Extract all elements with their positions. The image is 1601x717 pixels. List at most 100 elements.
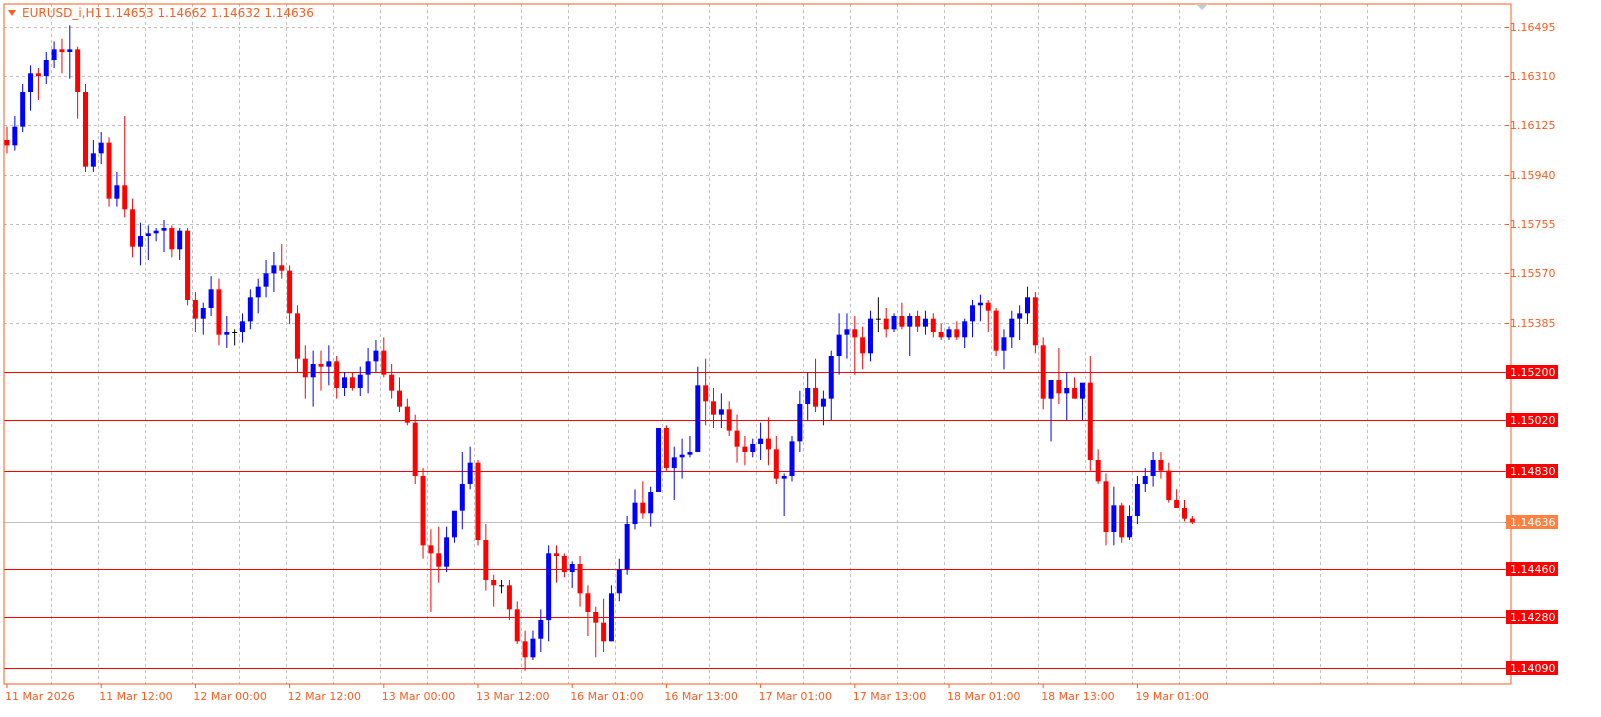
candle-body (224, 332, 230, 335)
candle-body (255, 286, 261, 298)
candle-body (656, 428, 662, 492)
candle-body (711, 401, 716, 415)
candle-body (349, 377, 355, 388)
candle-body (663, 428, 669, 468)
price-tick-label: 1.15020 (1510, 414, 1556, 427)
candles (4, 25, 1195, 671)
candle-body (397, 390, 402, 407)
candle-body (420, 476, 426, 546)
candle-body (185, 230, 191, 300)
time-tick-label: 18 Mar 13:00 (1041, 690, 1114, 703)
candle-body (483, 540, 489, 580)
candle-body (616, 569, 622, 594)
chart-header: EURUSD_i,H1 1.14653 1.14662 1.14632 1.14… (8, 6, 314, 20)
candle-body (326, 361, 332, 367)
level-price-tag (1506, 413, 1558, 427)
candle-body (302, 358, 308, 378)
candle-body (773, 449, 779, 479)
plot-frame (3, 3, 1512, 685)
level-price-tag (1506, 464, 1558, 478)
candle-body (1182, 508, 1187, 519)
candle-body (805, 388, 811, 404)
candle-body (240, 321, 245, 332)
candle-body (1127, 516, 1133, 538)
candle-body (247, 297, 253, 322)
chart-shift-marker-icon[interactable] (1196, 4, 1208, 10)
candle-body (546, 553, 552, 620)
candle-body (1150, 460, 1156, 476)
candle-body (687, 452, 693, 455)
candle-body (1017, 313, 1023, 319)
candle-body (852, 329, 858, 338)
candle-body (1025, 297, 1030, 314)
candle-body (1134, 484, 1140, 516)
candle-body (648, 492, 654, 514)
candle-body (632, 502, 638, 524)
candle-body (114, 185, 120, 199)
candle-body (381, 350, 387, 375)
price-tick-label: 1.15570 (1510, 267, 1556, 280)
candle-body (1064, 388, 1070, 394)
candle-body (781, 476, 787, 479)
current-price-tag (1506, 515, 1558, 529)
candle-body (946, 329, 952, 338)
candle-body (938, 332, 944, 338)
candle-body (51, 49, 57, 60)
symbol-label: EURUSD_i,H1 (22, 6, 102, 20)
candle-body (20, 92, 26, 127)
candle-body (985, 302, 991, 311)
candle-body (43, 60, 49, 76)
candle-body (436, 553, 442, 567)
candle-body (232, 332, 238, 333)
time-tick-label: 12 Mar 00:00 (193, 690, 266, 703)
candle-body (122, 185, 128, 210)
time-tick-label: 13 Mar 00:00 (382, 690, 455, 703)
candle-body (192, 300, 198, 319)
price-tick-label: 1.15755 (1510, 218, 1556, 231)
candle-body (789, 441, 795, 476)
candle-body (836, 334, 842, 356)
horizontal-levels (4, 372, 1505, 669)
candle-body (137, 236, 143, 247)
candle-body (1142, 476, 1148, 484)
candle-body (1072, 388, 1078, 399)
candle-body (1111, 505, 1117, 532)
candle-body (813, 388, 819, 407)
candle-body (4, 140, 10, 146)
candle-body (624, 524, 630, 570)
candle-body (608, 593, 614, 642)
time-tick-label: 17 Mar 01:00 (759, 690, 832, 703)
candle-body (671, 457, 677, 468)
candle-body (145, 233, 151, 236)
candle-body (554, 553, 559, 556)
candle-body (922, 318, 928, 327)
price-tick-label: 1.16495 (1510, 21, 1556, 34)
candle-body (577, 564, 583, 594)
time-tick-label: 19 Mar 01:00 (1135, 690, 1208, 703)
dropdown-triangle-icon[interactable] (8, 10, 16, 16)
candle-body (954, 329, 960, 338)
candle-body (106, 142, 112, 199)
level-price-tag (1506, 661, 1558, 675)
candle-body (90, 153, 96, 167)
price-axis[interactable]: 1.16495 1.16310 1.16125 1.15940 1.15755 1.155… (1505, 21, 1558, 675)
candle-body (907, 316, 913, 327)
price-tick-label: 1.15200 (1510, 366, 1556, 379)
candle-body (334, 361, 340, 388)
candle-body (1001, 337, 1007, 351)
candle-body (1009, 318, 1015, 338)
time-axis[interactable]: 11 Mar 2026 11 Mar 12:00 12 Mar 00:00 12 Ma… (5, 684, 1209, 703)
candle-body (1158, 460, 1164, 471)
candle-body (444, 537, 450, 567)
candle-body (538, 620, 544, 639)
candle-body (342, 377, 348, 388)
price-tick-label: 1.14090 (1510, 662, 1556, 675)
candle-body (758, 438, 764, 444)
candle-body (1079, 382, 1085, 399)
candle-body (868, 318, 873, 354)
candle-body (216, 289, 222, 335)
candle-body (200, 308, 206, 319)
